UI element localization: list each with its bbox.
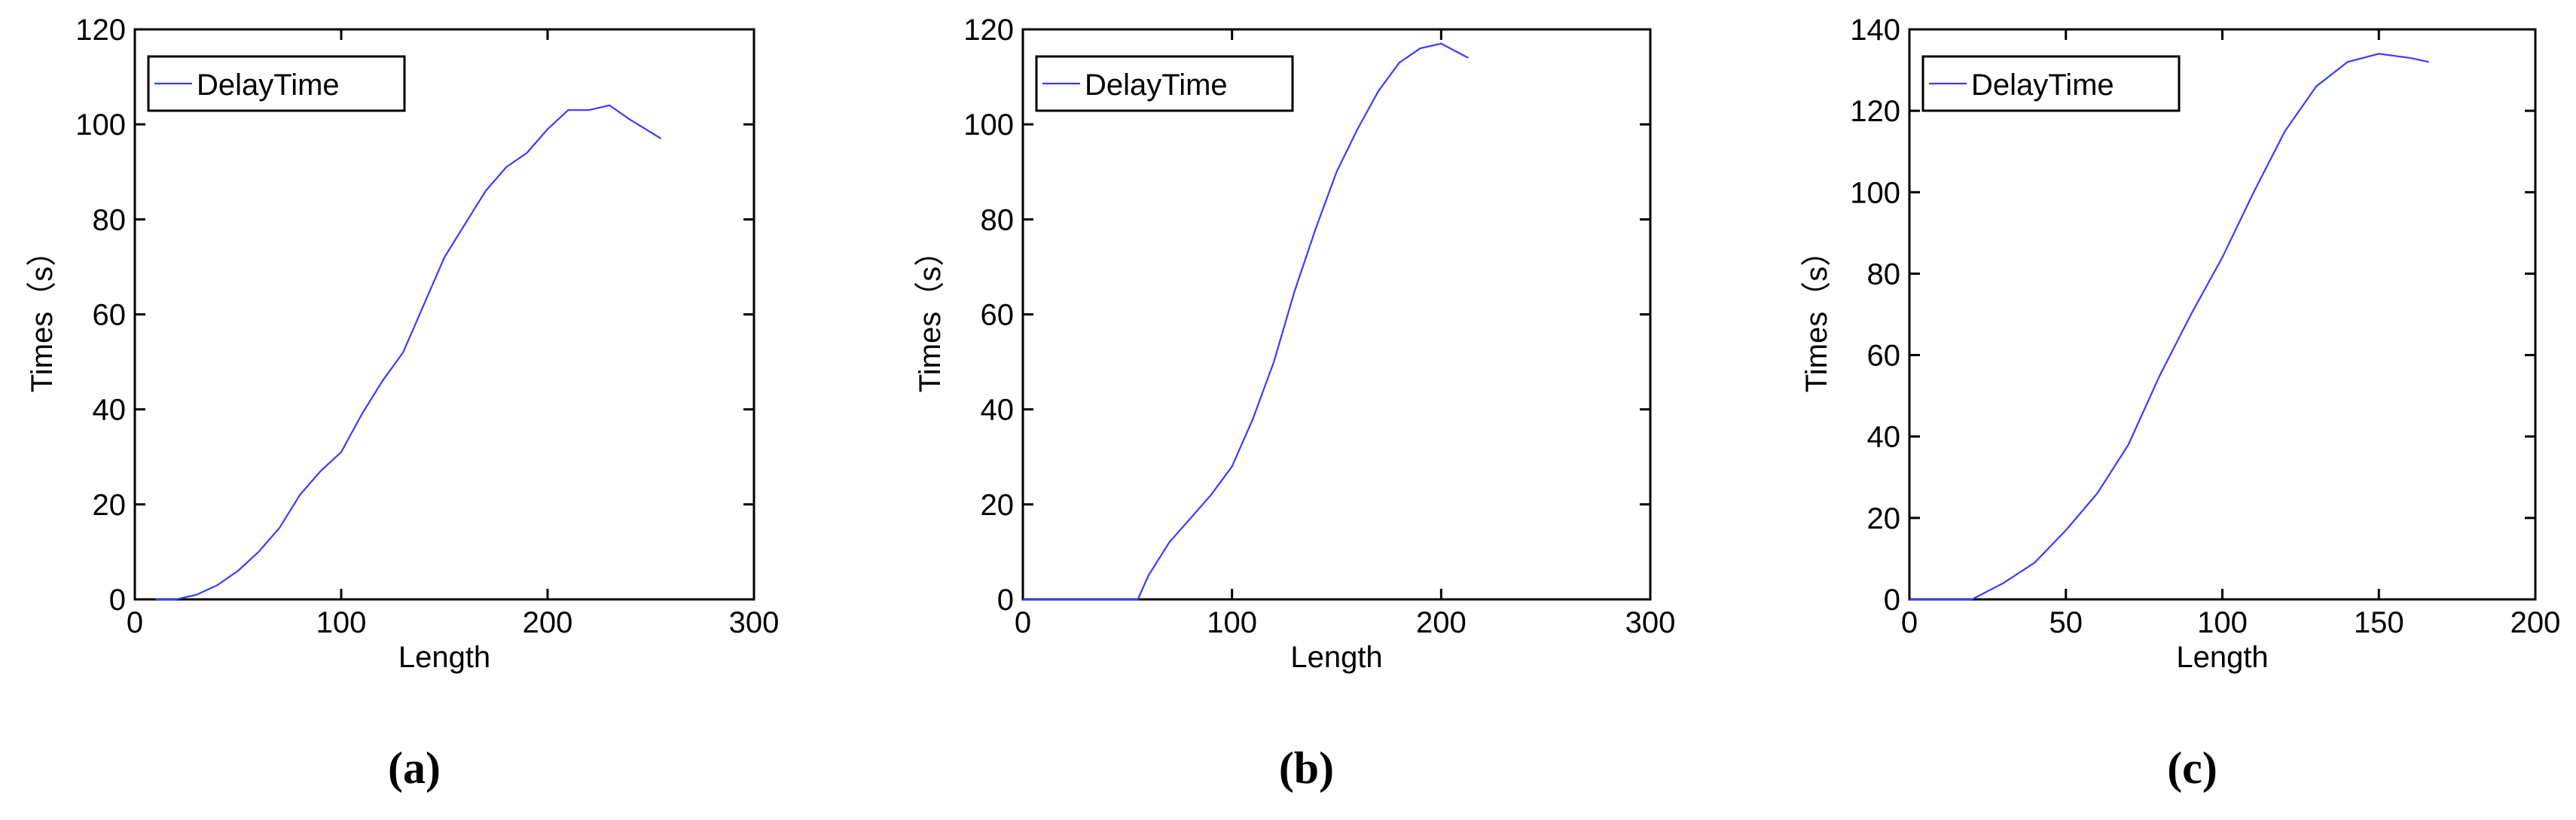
legend-label: DelayTime <box>1085 69 1228 102</box>
y-tick-label: 60 <box>981 299 1015 332</box>
y-tick-label: 40 <box>93 394 127 427</box>
legend-label: DelayTime <box>197 69 340 102</box>
chart-panel: 0 100 200 300 0 20 40 60 80 100 120 Length Times（s） D… <box>914 14 1675 793</box>
plot-area <box>135 29 754 599</box>
chart-panel: 0 100 200 300 0 20 40 60 80 100 120 Length Times（s） D… <box>26 14 779 793</box>
y-tick-label: 120 <box>1850 95 1900 128</box>
y-axis-label: Times（s） <box>914 236 947 392</box>
y-tick-label: 100 <box>963 108 1014 142</box>
y-tick-label: 40 <box>1867 421 1901 454</box>
axes-box <box>1021 28 1652 601</box>
y-tick-label: 80 <box>981 203 1015 236</box>
x-axis-label: Length <box>398 641 490 674</box>
y-tick-label: 100 <box>75 108 126 142</box>
y-tick-label: 40 <box>981 394 1015 427</box>
y-tick-label: 60 <box>1867 340 1901 373</box>
x-axis-label: Length <box>2176 641 2268 674</box>
chart-panel: 0 50 100 150 200 0 20 40 60 80 100 120 140 Length Time… <box>1800 14 2560 793</box>
y-tick-label: 80 <box>93 203 127 236</box>
y-tick-label: 0 <box>997 584 1014 617</box>
x-tick-label: 300 <box>729 606 780 639</box>
y-axis-label: Times（s） <box>26 236 59 392</box>
x-tick-label: 100 <box>2197 606 2248 639</box>
y-tick-label: 0 <box>1884 584 1900 617</box>
y-tick-label: 140 <box>1850 14 1900 47</box>
y-tick-label: 80 <box>1867 258 1901 291</box>
data-line <box>1023 42 1469 601</box>
y-tick-label: 0 <box>109 584 126 617</box>
caption: (c) <box>2167 743 2217 793</box>
x-axis-label: Length <box>1290 641 1382 674</box>
x-tick-label: 150 <box>2354 606 2404 639</box>
x-tick-label: 200 <box>1416 606 1467 639</box>
x-tick-label: 0 <box>127 606 143 639</box>
data-line <box>155 104 662 601</box>
caption: (b) <box>1279 743 1334 793</box>
plot-area <box>1909 29 2535 599</box>
data-line <box>1909 53 2429 601</box>
axes-box <box>1908 28 2537 601</box>
y-tick-label: 20 <box>1867 502 1901 535</box>
y-axis-label: Times（s） <box>1800 236 1833 392</box>
y-tick-label: 120 <box>963 14 1014 47</box>
x-tick-label: 300 <box>1625 606 1676 639</box>
x-tick-label: 0 <box>1015 606 1031 639</box>
caption: (a) <box>388 743 441 793</box>
x-tick-label: 200 <box>523 606 573 639</box>
x-tick-label: 0 <box>1901 606 1918 639</box>
y-tick-label: 120 <box>75 14 126 47</box>
y-tick-label: 100 <box>1850 176 1900 209</box>
y-tick-label: 60 <box>93 299 127 332</box>
x-tick-label: 100 <box>316 606 367 639</box>
y-tick-label: 20 <box>93 489 127 522</box>
legend-label: DelayTime <box>1971 69 2114 102</box>
axes-box <box>133 28 755 601</box>
x-tick-label: 100 <box>1207 606 1257 639</box>
x-tick-label: 50 <box>2050 606 2083 639</box>
plot-area <box>1023 29 1650 599</box>
x-tick-label: 200 <box>2510 606 2561 639</box>
y-tick-label: 20 <box>981 489 1015 522</box>
